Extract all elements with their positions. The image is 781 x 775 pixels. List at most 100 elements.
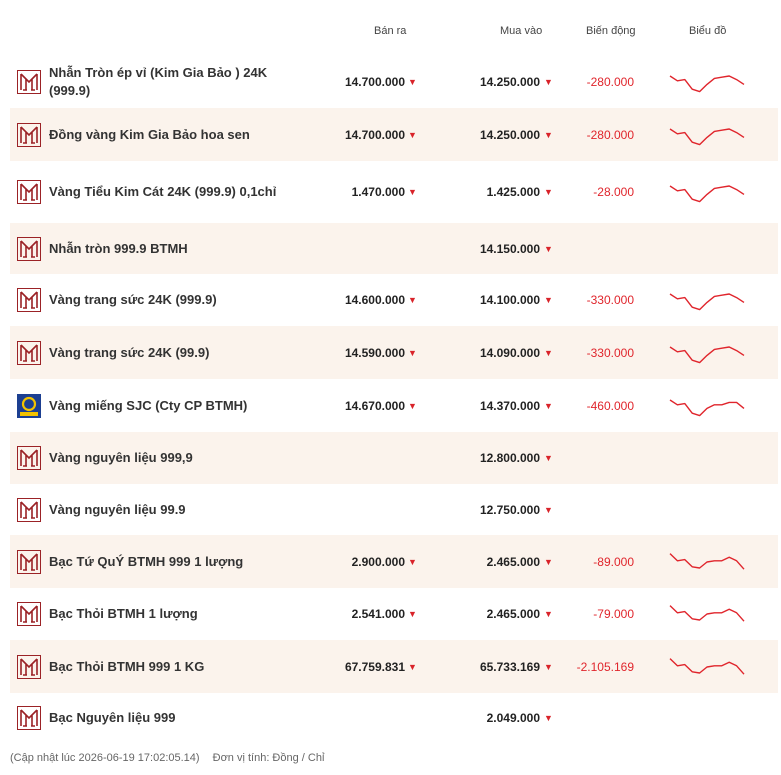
btmh-logo-icon bbox=[17, 288, 41, 312]
table-row[interactable]: Vàng miếng SJC (Cty CP BTMH) 14.670.000 ▼ 1… bbox=[10, 379, 778, 432]
down-arrow-icon: ▼ bbox=[544, 295, 553, 305]
btmh-logo-icon bbox=[17, 122, 41, 147]
price-change: -330.000 bbox=[586, 293, 634, 307]
trend-line bbox=[669, 605, 745, 622]
trend-line bbox=[669, 657, 745, 675]
btmh-logo-icon bbox=[17, 236, 41, 261]
unit-note: Đơn vị tính: Đồng / Chỉ bbox=[212, 752, 325, 764]
trend-line bbox=[669, 185, 745, 203]
buy-price: 2.465.000 bbox=[486, 607, 540, 621]
btmh-logo-icon bbox=[17, 706, 41, 730]
sell-price: 14.670.000 bbox=[344, 398, 405, 413]
product-name: Vàng nguyên liệu 999,9 bbox=[49, 450, 193, 465]
trend-line bbox=[669, 127, 745, 145]
trend-line bbox=[669, 293, 745, 311]
table-row[interactable]: Nhẫn Tròn ép vỉ (Kim Gia Bảo ) 24K (999.… bbox=[10, 56, 778, 108]
change-column-header: Biến động bbox=[586, 25, 636, 37]
price-change: -460.000 bbox=[586, 398, 634, 413]
buy-price: 14.370.000 bbox=[479, 398, 540, 413]
table-row[interactable]: Vàng nguyên liệu 999,9 12.800.000 ▼ bbox=[10, 432, 778, 484]
down-arrow-icon: ▼ bbox=[408, 661, 417, 672]
btmh-logo-icon bbox=[17, 180, 41, 204]
btmh-logo-icon bbox=[17, 602, 41, 626]
price-change: -280.000 bbox=[586, 75, 634, 89]
down-arrow-icon: ▼ bbox=[544, 556, 553, 567]
trend-sparkline bbox=[669, 345, 745, 363]
btmh-logo-icon bbox=[17, 446, 41, 470]
btmh-logo-icon bbox=[17, 70, 41, 94]
buy-price: 14.090.000 bbox=[479, 345, 540, 360]
product-name: Đồng vàng Kim Gia Bảo hoa sen bbox=[49, 126, 250, 142]
table-row[interactable]: Đồng vàng Kim Gia Bảo hoa sen 14.700.000 ▼… bbox=[10, 108, 778, 161]
product-name: Vàng nguyên liệu 99.9 bbox=[49, 501, 186, 517]
trend-line bbox=[669, 75, 745, 93]
table-row[interactable]: Vàng nguyên liệu 99.9 12.750.000 ▼ bbox=[10, 484, 778, 535]
product-name: Nhẫn Tròn ép vỉ (Kim Gia Bảo ) 24K (999.… bbox=[49, 65, 268, 98]
down-arrow-icon: ▼ bbox=[544, 504, 553, 515]
table-row[interactable]: Bạc Thỏi BTMH 1 lượng 2.541.000 ▼ 2.465.000… bbox=[10, 588, 778, 640]
trend-sparkline bbox=[669, 185, 745, 203]
down-arrow-icon: ▼ bbox=[408, 556, 417, 567]
price-change: -89.000 bbox=[593, 554, 634, 569]
sell-price: 2.900.000 bbox=[351, 554, 405, 569]
price-table: Nhẫn Tròn ép vỉ (Kim Gia Bảo ) 24K (999.… bbox=[10, 56, 778, 743]
down-arrow-icon: ▼ bbox=[544, 187, 553, 197]
trend-sparkline bbox=[669, 552, 745, 570]
sell-column-header: Bán ra bbox=[374, 25, 407, 37]
buy-price: 14.250.000 bbox=[479, 127, 540, 142]
buy-price: 12.750.000 bbox=[479, 502, 540, 517]
sell-price: 1.470.000 bbox=[351, 185, 405, 199]
chart-column-header: Biểu đồ bbox=[689, 25, 727, 37]
sjc-logo-icon bbox=[17, 393, 41, 418]
down-arrow-icon: ▼ bbox=[544, 661, 553, 672]
trend-line bbox=[669, 552, 745, 570]
price-change: -28.000 bbox=[593, 185, 634, 199]
update-time: (Cập nhật lúc 2026-06-19 17:02:05.14) bbox=[10, 752, 200, 764]
table-row[interactable]: Vàng trang sức 24K (99.9) 14.590.000 ▼ 14.0… bbox=[10, 326, 778, 379]
table-header: Bán ra Mua vào Biến động Biểu đồ bbox=[0, 0, 781, 62]
buy-price: 12.800.000 bbox=[479, 451, 540, 465]
buy-price: 14.100.000 bbox=[479, 293, 540, 307]
buy-column-header: Mua vào bbox=[500, 25, 543, 37]
product-name: Vàng miếng SJC (Cty CP BTMH) bbox=[49, 397, 248, 413]
product-name: Vàng trang sức 24K (999.9) bbox=[49, 292, 217, 307]
product-name: Bạc Tứ QuÝ BTMH 999 1 lượng bbox=[49, 553, 244, 569]
sell-price: 14.590.000 bbox=[344, 345, 405, 360]
down-arrow-icon: ▼ bbox=[408, 609, 417, 619]
price-change: -2.105.169 bbox=[576, 659, 634, 674]
down-arrow-icon: ▼ bbox=[408, 347, 417, 358]
btmh-logo-icon bbox=[17, 654, 41, 679]
table-row[interactable]: Bạc Tứ QuÝ BTMH 999 1 lượng 2.900.000 ▼ 2.4… bbox=[10, 535, 778, 588]
table-row[interactable]: Bạc Nguyên liệu 999 2.049.000 ▼ bbox=[10, 693, 778, 743]
buy-price: 1.425.000 bbox=[486, 185, 540, 199]
down-arrow-icon: ▼ bbox=[408, 187, 417, 197]
trend-sparkline bbox=[669, 293, 745, 311]
down-arrow-icon: ▼ bbox=[408, 77, 417, 87]
product-name: Bạc Thỏi BTMH 999 1 KG bbox=[49, 658, 205, 674]
table-row[interactable]: Bạc Thỏi BTMH 999 1 KG 67.759.831 ▼ 65.733.… bbox=[10, 640, 778, 693]
sell-price: 14.700.000 bbox=[344, 127, 405, 142]
down-arrow-icon: ▼ bbox=[408, 295, 417, 305]
buy-price: 14.150.000 bbox=[479, 241, 540, 256]
trend-sparkline bbox=[669, 657, 745, 675]
price-change: -79.000 bbox=[593, 607, 634, 621]
table-row[interactable]: Vàng Tiểu Kim Cát 24K (999.9) 0,1chỉ 1.47… bbox=[10, 161, 778, 223]
down-arrow-icon: ▼ bbox=[544, 609, 553, 619]
down-arrow-icon: ▼ bbox=[544, 77, 553, 87]
table-row[interactable]: Vàng trang sức 24K (999.9) 14.600.000 ▼ 14.… bbox=[10, 274, 778, 326]
trend-line bbox=[669, 345, 745, 363]
trend-sparkline bbox=[669, 127, 745, 145]
product-name: Nhẫn tròn 999.9 BTMH bbox=[49, 240, 188, 256]
product-name: Vàng trang sức 24K (99.9) bbox=[49, 344, 210, 360]
product-name: Bạc Nguyên liệu 999 bbox=[49, 710, 176, 725]
down-arrow-icon: ▼ bbox=[408, 400, 417, 411]
buy-price: 2.465.000 bbox=[486, 554, 540, 569]
buy-price: 65.733.169 bbox=[479, 659, 540, 674]
btmh-logo-icon bbox=[17, 340, 41, 365]
trend-sparkline bbox=[669, 605, 745, 622]
buy-price: 2.049.000 bbox=[486, 711, 540, 725]
price-change: -280.000 bbox=[586, 127, 634, 142]
table-row[interactable]: Nhẫn tròn 999.9 BTMH 14.150.000 ▼ bbox=[10, 223, 778, 274]
down-arrow-icon: ▼ bbox=[408, 129, 417, 140]
product-name: Bạc Thỏi BTMH 1 lượng bbox=[49, 606, 198, 621]
